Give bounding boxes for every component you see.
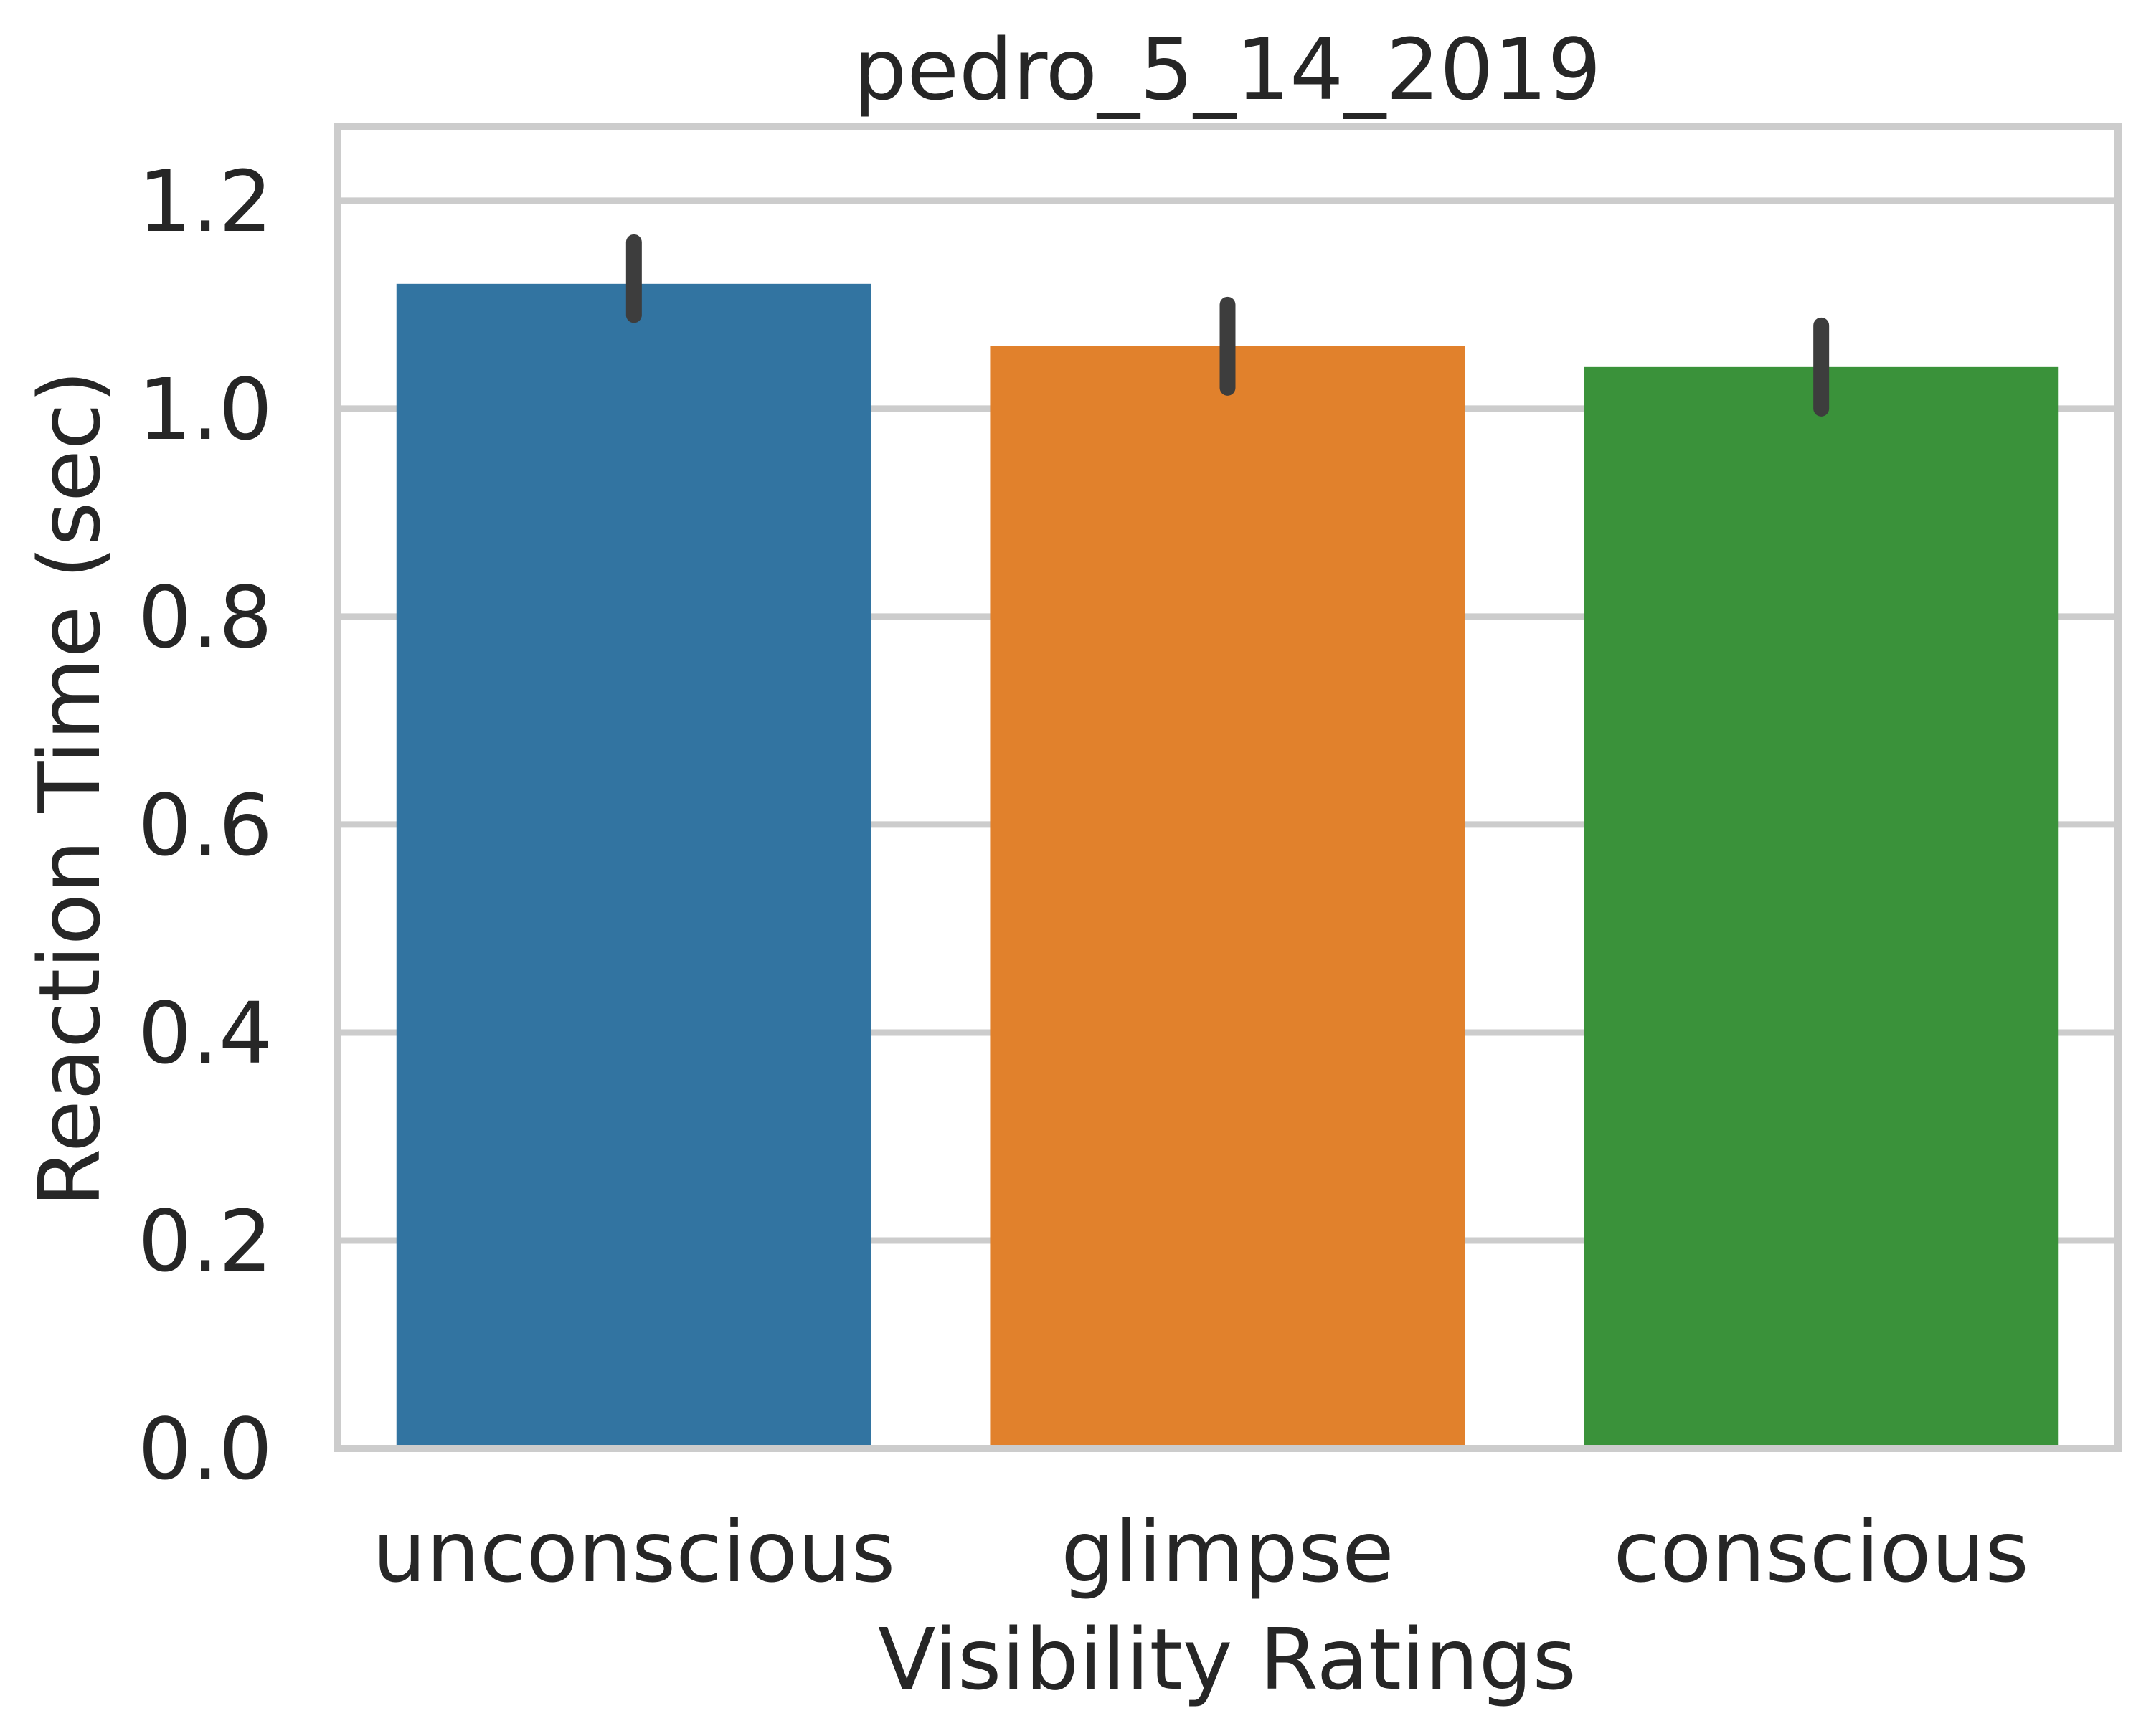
plot-frame [334,123,2122,1452]
y-axis-label: Reaction Time (sec) [20,370,119,1207]
y-tick-label: 1.0 [138,360,273,459]
chart-title: pedro_5_14_2019 [853,20,1601,119]
bars [396,283,2059,1449]
error-bars [625,234,1830,417]
bar-unconscious [396,283,871,1449]
x-tick-label-conscious: conscious [1613,1502,2028,1601]
y-tick-label: 1.2 [138,152,273,251]
y-tick-label: 0.0 [138,1400,273,1499]
x-axis-label: Visibility Ratings [878,1610,1577,1709]
x-tick-label-unconscious: unconscious [372,1502,895,1601]
y-tick-label: 0.4 [138,984,273,1083]
y-tick-label: 0.2 [138,1192,273,1291]
y-tick-label: 0.6 [138,776,273,875]
x-tick-label-glimpse: glimpse [1061,1502,1394,1601]
y-tick-label: 0.8 [138,568,273,667]
y-tick-labels: 0.0 0.2 0.4 0.6 0.8 1.0 1.2 [138,152,273,1499]
x-tick-labels: unconscious glimpse conscious [372,1502,2029,1601]
bar-glimpse [990,346,1465,1449]
bar-conscious [1584,366,2059,1449]
